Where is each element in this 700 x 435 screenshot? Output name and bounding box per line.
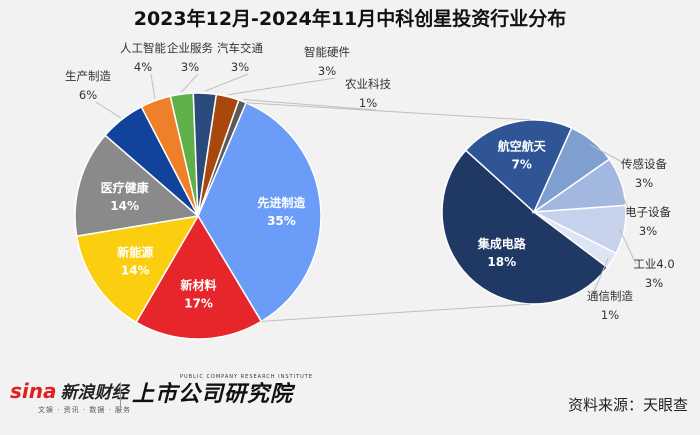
sub-pie-label-航空航天: 航空航天	[498, 138, 547, 153]
sub-pie-value-传感设备: 3%	[635, 176, 653, 190]
sina-tagline: 文娱 · 资讯 · 数据 · 服务	[38, 406, 132, 414]
connector-line-top	[246, 102, 531, 121]
sub-pie-value-集成电路: 18%	[487, 255, 516, 269]
main-pie-value-人工智能: 4%	[134, 60, 152, 74]
main-pie-slice-新材料	[135, 214, 263, 340]
main-pie-leader-人工智能	[150, 73, 156, 99]
chart-title: 2023年12月-2024年11月中科创星投资行业分布	[133, 8, 567, 30]
sub-pie-slice-通信制造	[533, 211, 618, 269]
sub-pie-slice-航空航天	[464, 119, 573, 214]
sub-pie-leader-传感设备	[589, 144, 627, 165]
main-pie-leader-智能硬件	[228, 77, 336, 96]
footer-divider	[120, 382, 121, 412]
sub-pie-label-工业4.0: 工业4.0	[633, 257, 674, 271]
main-pie-value-农业科技: 1%	[359, 96, 377, 110]
main-pie-leader-企业服务	[181, 73, 199, 93]
sub-pie-label-集成电路: 集成电路	[477, 236, 527, 251]
sub-pie-value-通信制造: 1%	[601, 308, 619, 322]
institute-english-name: PUBLIC COMPANY RESEARCH INSTITUTE	[180, 374, 313, 380]
sina-finance-logo[interactable]: sina 新浪财经	[10, 378, 129, 403]
sub-pie-label-电子设备: 电子设备	[625, 205, 671, 219]
sub-pie-value-工业4.0: 3%	[645, 276, 663, 290]
main-pie-leader-农业科技	[243, 98, 377, 111]
connector-line-bottom	[261, 303, 531, 322]
main-pie-label-新能源: 新能源	[117, 244, 153, 259]
sub-pie-leader-通信制造	[591, 257, 609, 297]
main-pie-leader-汽车交通	[204, 73, 249, 92]
main-pie-value-先进制造: 35%	[267, 214, 296, 228]
main-pie-slice-新能源	[75, 214, 200, 324]
sub-pie-value-航空航天: 7%	[512, 157, 532, 171]
main-pie-value-新材料: 17%	[184, 296, 213, 310]
main-pie-label-智能硬件: 智能硬件	[304, 45, 350, 59]
sina-logo-text: sina	[10, 379, 57, 403]
main-pie-label-汽车交通: 汽车交通	[217, 41, 263, 55]
sub-pie-label-通信制造: 通信制造	[587, 289, 633, 303]
main-pie-label-先进制造: 先进制造	[257, 195, 306, 210]
data-source: 资料来源：天眼查	[567, 396, 688, 414]
sub-pie-label-传感设备: 传感设备	[621, 157, 667, 171]
footer: sina 新浪财经 文娱 · 资讯 · 数据 · 服务 PUBLIC COMPAN…	[0, 368, 700, 435]
main-pie-value-汽车交通: 3%	[231, 60, 249, 74]
main-pie-value-医疗健康: 14%	[110, 199, 139, 213]
main-pie-slice-农业科技	[197, 99, 248, 217]
sub-pie-slice-集成电路	[441, 149, 609, 305]
main-pie-value-生产制造: 6%	[79, 88, 97, 102]
sub-pie-value-电子设备: 3%	[639, 224, 657, 238]
main-pie-value-新能源: 14%	[121, 263, 150, 277]
institute-logo: 上市公司研究院	[132, 381, 294, 407]
sub-pie-leader-电子设备	[615, 182, 631, 213]
main-pie-label-企业服务: 企业服务	[167, 41, 213, 55]
main-pie-label-农业科技: 农业科技	[345, 77, 391, 91]
main-pie-value-智能硬件: 3%	[318, 64, 336, 78]
main-pie-label-生产制造: 生产制造	[65, 69, 111, 83]
main-pie-value-企业服务: 3%	[181, 60, 199, 74]
main-pie-label-人工智能: 人工智能	[120, 41, 166, 55]
pie-of-pie-chart: 先进制造 35% 新材料 17% 新能源 14% 医疗健康 14% 生产制造 6% 人工智能 4% 企业…	[65, 41, 675, 340]
main-pie-leader-生产制造	[95, 101, 121, 119]
main-pie-label-新材料: 新材料	[181, 277, 217, 292]
main-pie-slice-医疗健康	[74, 134, 200, 237]
main-pie-label-医疗健康: 医疗健康	[101, 180, 150, 195]
sub-pie-leader-工业4.0	[619, 228, 637, 265]
sina-finance-name: 新浪财经	[60, 383, 129, 403]
